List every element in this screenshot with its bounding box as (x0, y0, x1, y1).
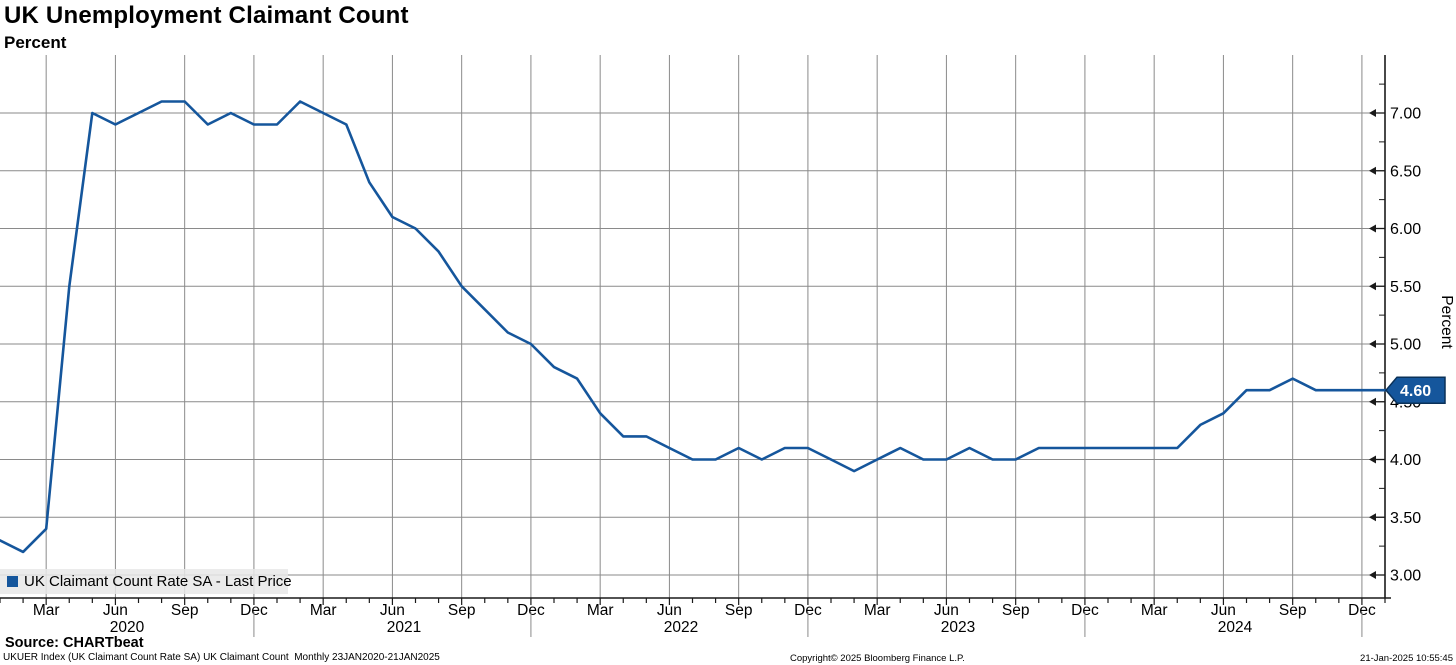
legend-series-swatch-icon (7, 576, 18, 587)
year-label: 2023 (941, 619, 975, 636)
copyright-notice: Copyright© 2025 Bloomberg Finance L.P. (790, 653, 965, 664)
x-tick-label: Dec (1348, 602, 1376, 619)
timestamp: 21-Jan-2025 10:55:45 (1360, 653, 1453, 664)
year-label: 2020 (110, 619, 145, 636)
x-tick-label: Dec (794, 602, 822, 619)
x-tick-label: Sep (448, 602, 476, 619)
y-tick-label: 5.50 (1390, 279, 1421, 296)
y-tick-label: 5.00 (1390, 337, 1421, 354)
y-tick-arrow-icon (1369, 455, 1376, 464)
x-tick-label: Jun (103, 602, 128, 619)
y-tick-arrow-icon (1369, 224, 1376, 233)
y-tick-label: 3.50 (1390, 510, 1421, 527)
x-tick-label: Dec (517, 602, 545, 619)
x-tick-label: Mar (310, 602, 337, 619)
y-tick-arrow-icon (1369, 340, 1376, 348)
x-tick-label: Mar (1141, 602, 1168, 619)
year-label: 2021 (387, 619, 421, 636)
x-tick-label: Mar (587, 602, 614, 619)
y-tick-label: 7.00 (1390, 106, 1421, 123)
x-tick-label: Dec (1071, 602, 1099, 619)
source-caption: Source: CHARTbeat (5, 635, 144, 651)
x-tick-label: Sep (1002, 602, 1030, 619)
x-tick-label: Sep (725, 602, 753, 619)
x-tick-label: Sep (1279, 602, 1307, 619)
legend-series-label: UK Claimant Count Rate SA - Last Price (24, 573, 292, 590)
y-tick-label: 4.00 (1390, 452, 1421, 469)
percent-axis-label: Percent (1438, 295, 1455, 349)
y-tick-label: 6.50 (1390, 163, 1421, 180)
index-description: UKUER Index (UK Claimant Count Rate SA) … (3, 652, 440, 663)
x-tick-label: Jun (1211, 602, 1236, 619)
y-tick-arrow-icon (1369, 282, 1376, 291)
x-tick-label: Mar (33, 602, 60, 619)
chart-title: UK Unemployment Claimant Count (4, 2, 409, 29)
year-label: 2024 (1218, 619, 1253, 636)
chart-subtitle: Percent (4, 33, 67, 52)
y-tick-arrow-icon (1369, 397, 1376, 406)
y-tick-arrow-icon (1369, 166, 1376, 175)
y-tick-label: 3.00 (1390, 568, 1421, 585)
x-tick-label: Jun (934, 602, 959, 619)
x-tick-label: Sep (171, 602, 199, 619)
x-tick-label: Jun (380, 602, 405, 619)
legend[interactable]: UK Claimant Count Rate SA - Last Price (0, 569, 292, 594)
year-label: 2022 (664, 619, 698, 636)
y-tick-label: 6.00 (1390, 221, 1421, 238)
last-price-label: 4.60 (1400, 383, 1431, 400)
x-tick-label: Jun (657, 602, 682, 619)
x-tick-label: Dec (240, 602, 268, 619)
y-tick-arrow-icon (1369, 513, 1376, 522)
x-tick-label: Mar (864, 602, 891, 619)
y-tick-arrow-icon (1369, 109, 1376, 117)
last-price-badge (1385, 376, 1446, 404)
y-tick-arrow-icon (1369, 571, 1376, 579)
price-line[interactable] (0, 100, 1387, 554)
